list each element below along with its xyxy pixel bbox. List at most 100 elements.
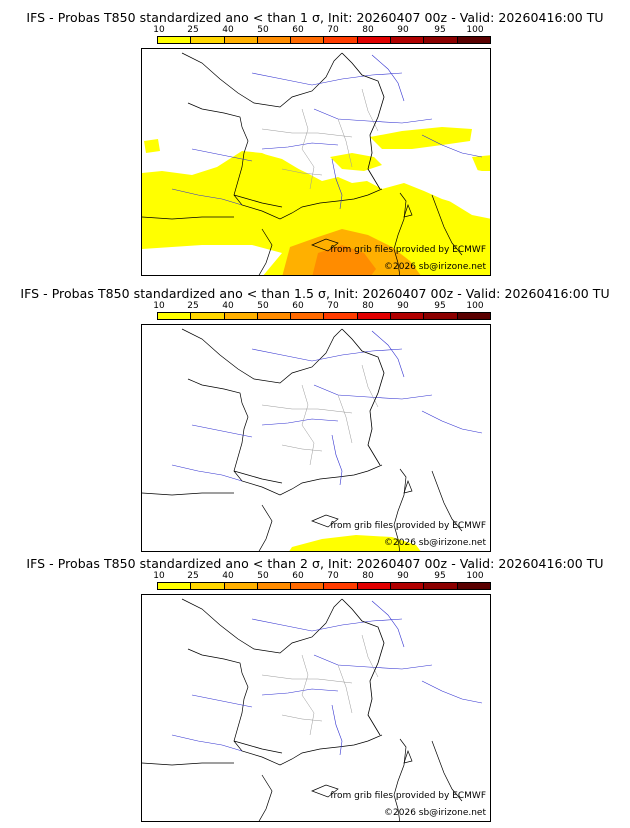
scale-tick: 95 [434, 301, 446, 311]
scale-segment [257, 313, 292, 319]
scale-segment [357, 37, 392, 43]
map-title: IFS - Probas T850 standardized ano < tha… [26, 556, 604, 571]
scale-tick: 25 [187, 301, 199, 311]
copyright-credit: ©2026 sb@irizone.net [384, 808, 486, 818]
scale-tick: 90 [397, 25, 409, 35]
probability-area-yellow [370, 127, 472, 149]
scale-tick: 40 [222, 571, 234, 581]
scale-segment [391, 583, 425, 589]
scale-tick: 60 [292, 25, 304, 35]
scale-tick: 100 [466, 25, 484, 35]
scale-bar [157, 36, 491, 44]
scale-tick: 95 [434, 25, 446, 35]
scale-segment [324, 583, 358, 589]
scale-tick: 60 [292, 301, 304, 311]
river-network [171, 54, 483, 210]
scale-tick: 70 [327, 301, 339, 311]
probability-area-yellow [242, 153, 302, 181]
scale-tick: 80 [362, 571, 374, 581]
scale-segment [291, 37, 325, 43]
scale-segment [191, 37, 225, 43]
scale-tick: 80 [362, 25, 374, 35]
probability-area-white [428, 161, 490, 219]
scale-tick: 50 [257, 25, 269, 35]
scale-segment [424, 583, 458, 589]
scale-tick: 10 [153, 301, 165, 311]
scale-tick: 80 [362, 301, 374, 311]
scale-segment [357, 583, 392, 589]
copyright-credit: ©2026 sb@irizone.net [384, 538, 486, 548]
probability-color-scale: 10 25 40 50 60 70 80 90 95 100 [153, 25, 491, 45]
scale-segment [158, 583, 192, 589]
forecast-panel-1-sigma: IFS - Probas T850 standardized ano < tha… [0, 0, 630, 276]
scale-segment [324, 313, 358, 319]
scale-segment [457, 37, 490, 43]
forecast-panel-2-sigma: IFS - Probas T850 standardized ano < tha… [0, 546, 630, 822]
scale-tick: 10 [153, 571, 165, 581]
scale-bar [157, 582, 491, 590]
probability-shading [289, 535, 421, 551]
scale-segment [191, 583, 225, 589]
scale-tick: 100 [466, 571, 484, 581]
probability-shading [142, 127, 490, 275]
river-network [171, 330, 483, 486]
scale-tick: 95 [434, 571, 446, 581]
scale-tick: 10 [153, 25, 165, 35]
probability-color-scale: 10 25 40 50 60 70 80 90 95 100 [153, 571, 491, 591]
scale-segment [291, 583, 325, 589]
scale-segment [257, 37, 292, 43]
scale-segment [291, 313, 325, 319]
scale-tick: 100 [466, 301, 484, 311]
scale-bar [157, 312, 491, 320]
scale-tick: 50 [257, 571, 269, 581]
probability-area-yellow [330, 153, 382, 171]
scale-tick: 40 [222, 301, 234, 311]
scale-segment [158, 37, 192, 43]
forecast-panel-1-5-sigma: IFS - Probas T850 standardized ano < tha… [0, 276, 630, 552]
scale-tick: 70 [327, 25, 339, 35]
scale-tick: 90 [397, 301, 409, 311]
data-source-credit: from grib files provided by ECMWF [330, 521, 486, 531]
country-borders [233, 52, 385, 208]
scale-segment [257, 583, 292, 589]
scale-tick: 70 [327, 571, 339, 581]
probability-area-yellow [142, 151, 490, 275]
scale-segment [324, 37, 358, 43]
scale-segment [357, 313, 392, 319]
probability-area-yellow [289, 535, 421, 551]
scale-tick: 25 [187, 571, 199, 581]
coastlines [142, 598, 463, 821]
probability-area-darkorange [312, 245, 376, 275]
map-france: from grib files provided by ECMWF ©2026 … [141, 48, 491, 276]
map-france: from grib files provided by ECMWF ©2026 … [141, 324, 491, 552]
country-borders [233, 598, 385, 754]
probability-area-white [142, 245, 282, 275]
scale-segment [424, 37, 458, 43]
scale-segment [457, 583, 490, 589]
scale-segment [224, 37, 258, 43]
coastlines [142, 52, 463, 275]
probability-area-yellow [144, 139, 160, 153]
scale-tick: 40 [222, 25, 234, 35]
scale-segment [191, 313, 225, 319]
probability-area-yellow [472, 155, 490, 171]
country-borders [233, 328, 385, 484]
admin-boundaries [261, 88, 379, 190]
map-title: IFS - Probas T850 standardized ano < tha… [26, 10, 604, 25]
copyright-credit: ©2026 sb@irizone.net [384, 262, 486, 272]
probability-color-scale: 10 25 40 50 60 70 80 90 95 100 [153, 301, 491, 321]
data-source-credit: from grib files provided by ECMWF [330, 791, 486, 801]
scale-segment [457, 313, 490, 319]
coastlines [142, 328, 463, 551]
scale-segment [424, 313, 458, 319]
scale-segment [158, 313, 192, 319]
scale-segment [224, 313, 258, 319]
scale-tick: 25 [187, 25, 199, 35]
scale-segment [391, 313, 425, 319]
scale-segment [224, 583, 258, 589]
map-france: from grib files provided by ECMWF ©2026 … [141, 594, 491, 822]
data-source-credit: from grib files provided by ECMWF [330, 245, 486, 255]
scale-segment [391, 37, 425, 43]
admin-boundaries [261, 634, 379, 736]
scale-tick: 90 [397, 571, 409, 581]
